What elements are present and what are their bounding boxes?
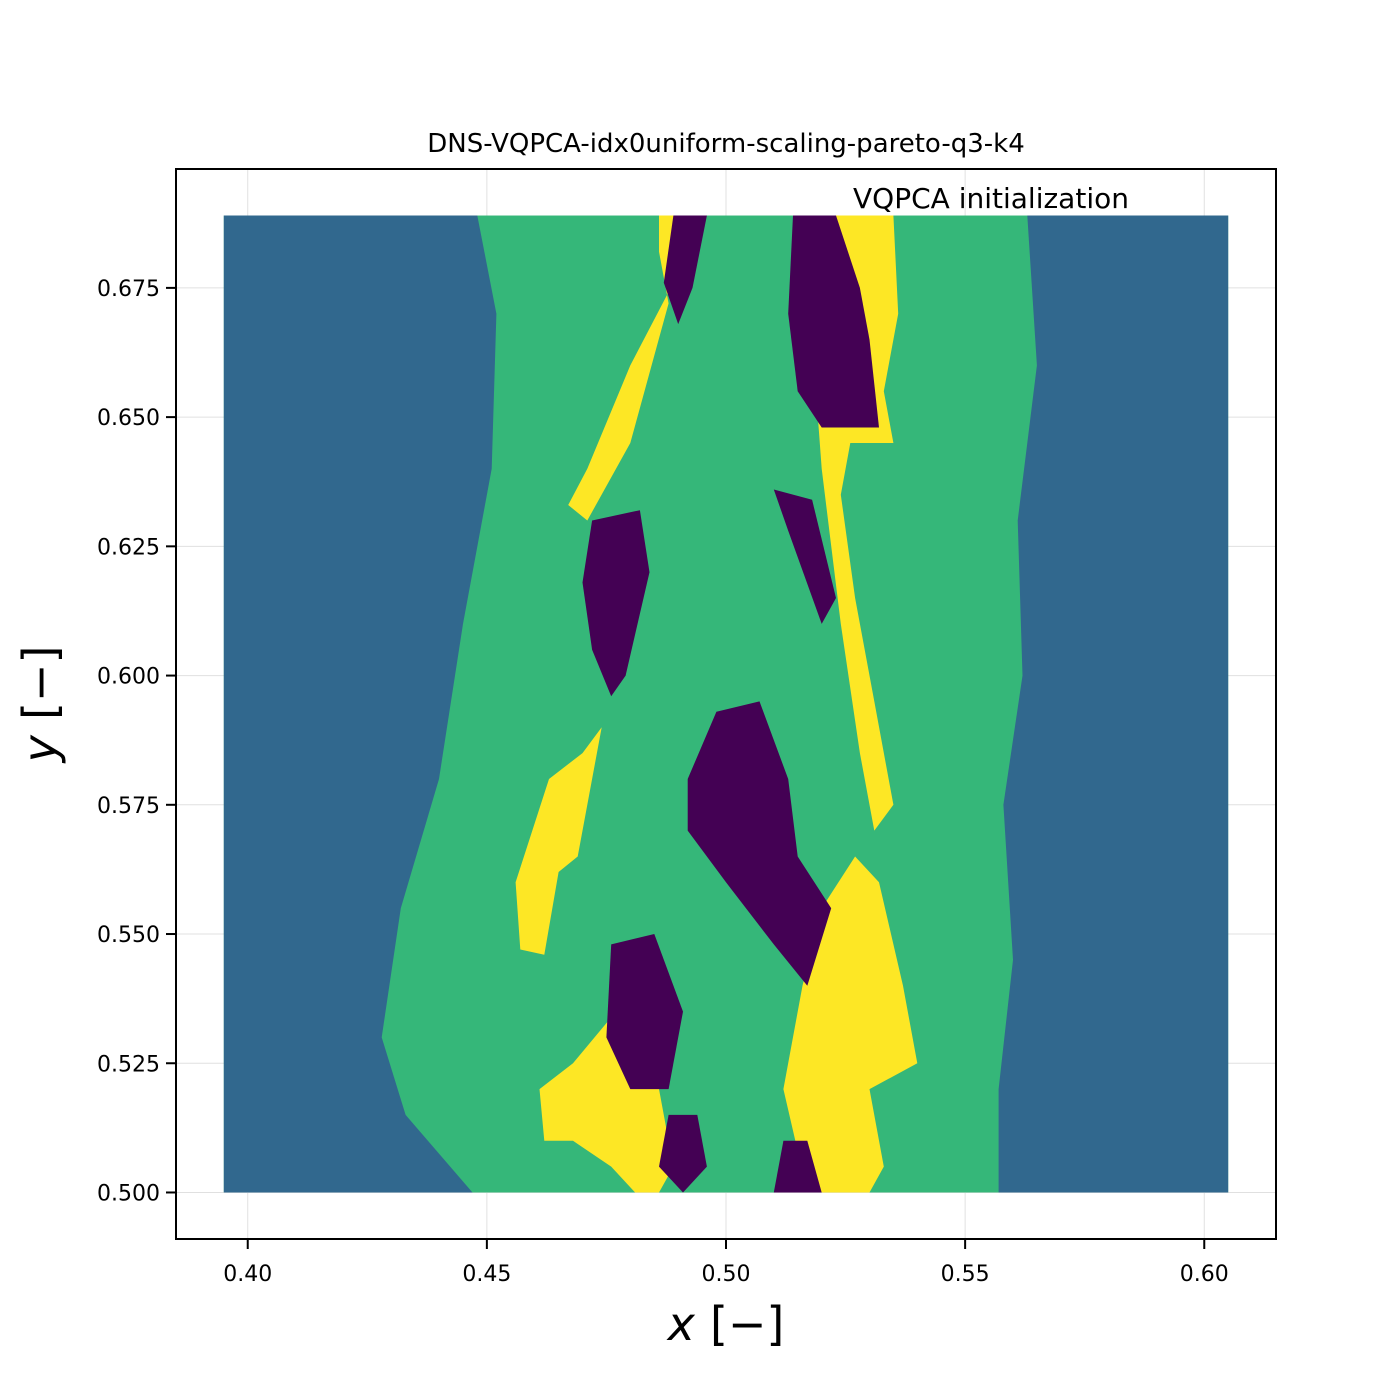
y-tick-label: 0.575 bbox=[97, 794, 160, 819]
x-tick-label: 0.60 bbox=[1180, 1262, 1229, 1287]
chart-annotation: VQPCA initialization bbox=[853, 182, 1129, 215]
cluster-0-region bbox=[788, 215, 879, 428]
x-tick-label: 0.40 bbox=[223, 1262, 272, 1287]
y-tick-label: 0.650 bbox=[97, 406, 160, 431]
y-axis-ticks: 0.500 0.525 0.550 0.575 0.600 0.625 0.650 0.675 bbox=[97, 277, 176, 1206]
cluster-0-region bbox=[606, 934, 683, 1090]
cluster-3-region bbox=[515, 727, 602, 955]
cluster-3-region bbox=[568, 215, 693, 521]
y-tick-label: 0.625 bbox=[97, 535, 160, 560]
y-axis-label: y [−] bbox=[13, 646, 67, 765]
y-tick-label: 0.550 bbox=[97, 923, 160, 948]
chart-title: DNS-VQPCA-idx0uniform-scaling-pareto-q3-… bbox=[427, 129, 1024, 159]
y-tick-label: 0.500 bbox=[97, 1181, 160, 1206]
x-tick-label: 0.45 bbox=[462, 1262, 511, 1287]
cluster-regions bbox=[223, 215, 1229, 1193]
y-tick-label: 0.675 bbox=[97, 277, 160, 302]
y-axis-label-var: y bbox=[13, 734, 67, 764]
x-axis-ticks: 0.40 0.45 0.50 0.55 0.60 bbox=[223, 1239, 1229, 1287]
cluster-0-region bbox=[773, 1140, 822, 1193]
cluster-1-region-right bbox=[998, 215, 1229, 1193]
x-tick-label: 0.50 bbox=[702, 1262, 751, 1287]
x-tick-label: 0.55 bbox=[941, 1262, 990, 1287]
y-tick-label: 0.600 bbox=[97, 665, 160, 690]
x-axis-label-var: x bbox=[666, 1297, 696, 1351]
cluster-0-region bbox=[773, 489, 836, 624]
x-axis-label-unit: [−] bbox=[710, 1297, 784, 1351]
cluster-0-region bbox=[687, 701, 832, 986]
cluster-1-region-left bbox=[223, 215, 497, 1193]
cluster-0-region bbox=[659, 1114, 707, 1193]
cluster-0-region bbox=[582, 510, 650, 697]
x-axis-label: x [−] bbox=[666, 1297, 785, 1351]
cluster-0-region bbox=[663, 215, 707, 325]
y-axis-label-unit: [−] bbox=[13, 646, 67, 720]
y-tick-label: 0.525 bbox=[97, 1052, 160, 1077]
